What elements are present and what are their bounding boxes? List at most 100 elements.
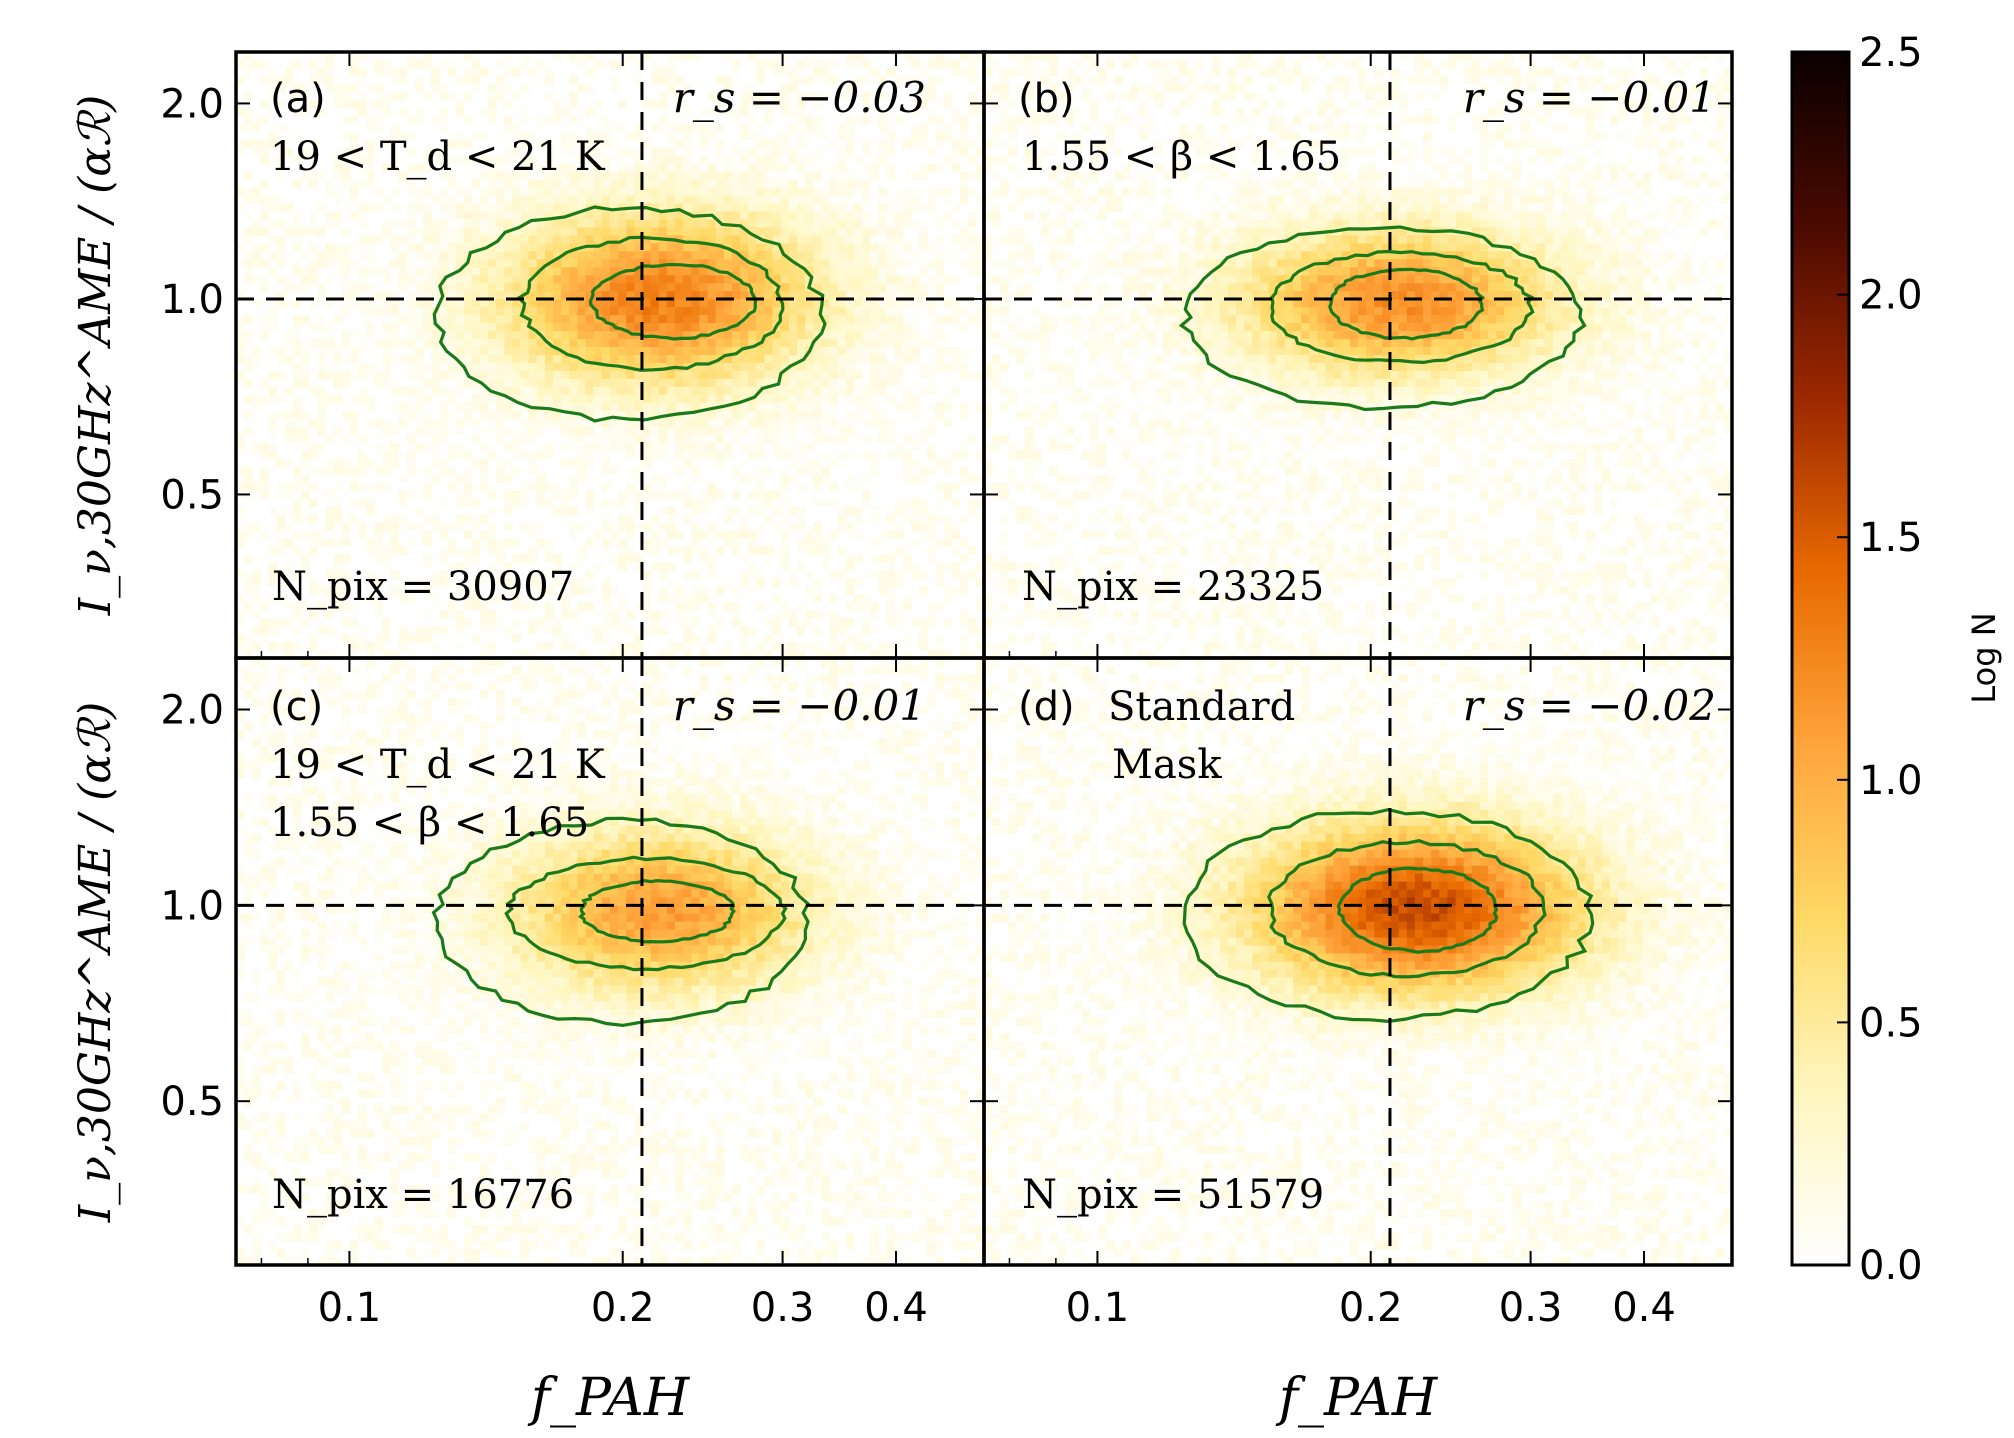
heatmap-cell [577, 259, 587, 268]
heatmap-cell [520, 650, 530, 658]
heatmap-cell [504, 355, 513, 364]
heatmap-cell [1000, 363, 1009, 372]
heatmap-cell [366, 203, 375, 213]
heatmap-cell [967, 650, 977, 658]
heatmap-cell [748, 52, 757, 61]
heatmap-cell [658, 626, 668, 635]
heatmap-cell [276, 458, 286, 468]
heatmap-cell [805, 618, 814, 627]
heatmap-cell [862, 570, 871, 579]
heatmap-cell [699, 315, 709, 324]
heatmap-cell [569, 195, 578, 205]
heatmap-cell [610, 538, 619, 547]
heatmap-cell [536, 163, 546, 173]
heatmap-cell [1122, 91, 1131, 101]
heatmap-cell [894, 546, 904, 555]
heatmap-cell [805, 458, 814, 468]
heatmap-cell [634, 195, 644, 205]
heatmap-cell [610, 339, 619, 348]
heatmap-cell [1089, 355, 1099, 364]
heatmap-cell [1130, 386, 1139, 396]
heatmap-cell [341, 251, 351, 260]
heatmap-cell [650, 370, 660, 380]
heatmap-cell [374, 442, 383, 452]
heatmap-cell [1040, 107, 1050, 117]
heatmap-cell [536, 259, 546, 268]
heatmap-cell [707, 91, 717, 101]
heatmap-cell [845, 386, 855, 396]
heatmap-cell [886, 650, 896, 658]
heatmap-cell [496, 594, 505, 603]
heatmap-cell [1138, 650, 1148, 658]
heatmap-cell [870, 450, 879, 460]
heatmap-cell [398, 275, 408, 284]
heatmap-cell [512, 67, 522, 77]
heatmap-cell [268, 578, 278, 587]
heatmap-cell [1122, 618, 1131, 627]
heatmap-cell [601, 538, 611, 547]
heatmap-cell [496, 283, 505, 292]
heatmap-cell [374, 187, 383, 197]
heatmap-cell [723, 386, 733, 396]
heatmap-cell [276, 578, 286, 587]
heatmap-cell [821, 203, 831, 213]
heatmap-cell [967, 75, 977, 85]
heatmap-cell [284, 482, 294, 492]
heatmap-cell [797, 347, 806, 356]
heatmap-cell [732, 211, 741, 221]
heatmap-cell [423, 578, 432, 587]
heatmap-cell [1146, 291, 1156, 300]
heatmap-cell [951, 586, 961, 595]
heatmap-cell [975, 474, 984, 484]
heatmap-cell [463, 227, 473, 236]
heatmap-cell [813, 530, 822, 539]
heatmap-cell [520, 227, 530, 236]
heatmap-cell [528, 203, 538, 213]
heatmap-cell [333, 514, 343, 524]
heatmap-cell [845, 331, 855, 340]
heatmap-cell [764, 355, 774, 364]
heatmap-cell [943, 490, 952, 500]
heatmap-cell [691, 235, 700, 244]
heatmap-cell [626, 163, 635, 173]
heatmap-cell [992, 123, 1001, 133]
heatmap-cell [439, 363, 448, 372]
heatmap-cell [878, 275, 887, 284]
heatmap-cell [658, 347, 668, 356]
heatmap-cell [723, 235, 733, 244]
heatmap-cell [959, 67, 969, 77]
heatmap-cell [439, 546, 448, 555]
heatmap-cell [488, 490, 497, 500]
heatmap-cell [902, 299, 912, 308]
heatmap-cell [634, 219, 644, 228]
heatmap-cell [699, 163, 709, 173]
heatmap-cell [618, 490, 627, 500]
heatmap-cell [1097, 259, 1107, 268]
heatmap-cell [488, 179, 497, 189]
heatmap-cell [536, 522, 546, 531]
heatmap-cell [618, 275, 627, 284]
heatmap-cell [764, 323, 774, 332]
heatmap-cell [764, 514, 774, 524]
heatmap-cell [886, 618, 896, 627]
heatmap-cell [1106, 331, 1115, 340]
heatmap-cell [642, 347, 652, 356]
heatmap-cell [333, 187, 343, 197]
heatmap-cell [268, 219, 278, 228]
heatmap-cell [756, 139, 765, 149]
heatmap-cell [683, 235, 692, 244]
heatmap-cell [585, 195, 595, 205]
heatmap-cell [927, 91, 936, 101]
heatmap-cell [398, 410, 408, 420]
heatmap-cell [528, 227, 538, 236]
heatmap-cell [723, 179, 733, 189]
heatmap-cell [593, 219, 603, 228]
heatmap-cell [862, 219, 871, 228]
heatmap-cell [634, 267, 644, 276]
heatmap-cell [610, 219, 619, 228]
heatmap-cell [862, 187, 871, 197]
heatmap-cell [1122, 291, 1131, 300]
heatmap-cell [951, 107, 961, 117]
heatmap-cell [479, 203, 489, 213]
heatmap-cell [333, 219, 343, 228]
